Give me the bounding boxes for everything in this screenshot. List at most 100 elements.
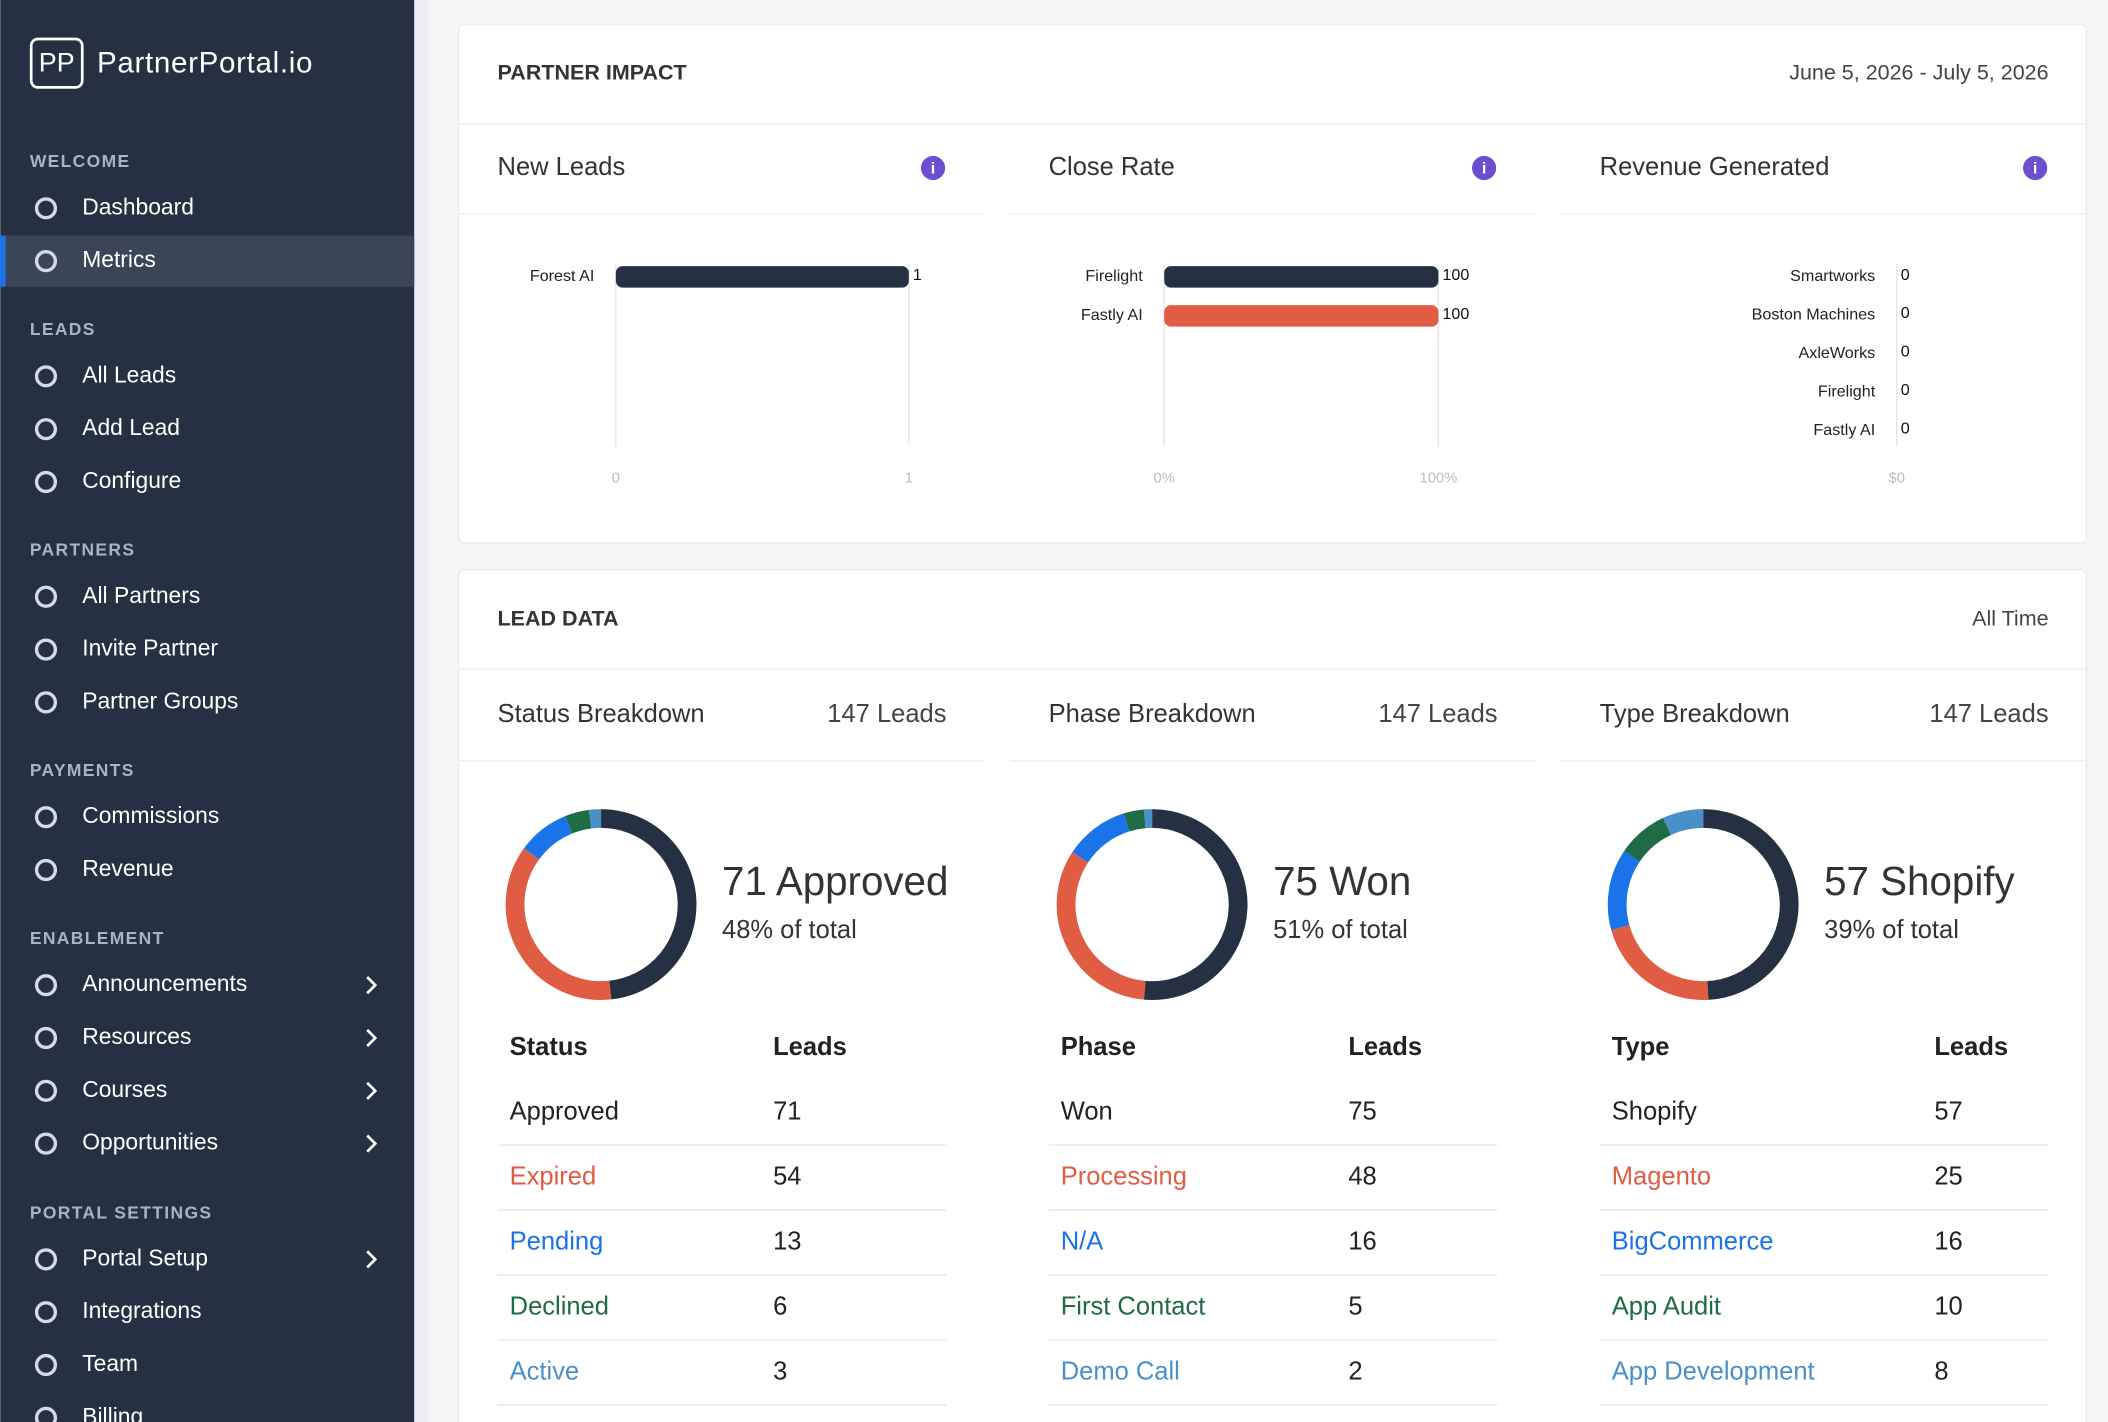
row-label[interactable]: Declined [510,1292,609,1320]
nav-icon [34,197,58,220]
nav-icon [34,806,58,829]
nav-item[interactable]: Commissions [82,802,219,828]
nav-icon [34,1353,58,1377]
nav-item[interactable]: Resources [82,1023,191,1049]
breakdown-count: 147 Leads [1929,700,2048,728]
breakdown-count: 147 Leads [1378,700,1497,728]
nav-item[interactable]: Partner Groups [82,687,238,713]
nav-item[interactable]: Add Lead [82,414,180,440]
row-label[interactable]: Shopify [1612,1098,1697,1126]
row-value: 13 [773,1227,801,1255]
active-accent [0,235,6,287]
donut-segment [523,816,573,860]
nav-icon [34,691,58,714]
row-label[interactable]: BigCommerce [1612,1227,1774,1255]
x-tick-label: 0% [1154,470,1175,486]
value-label: 0 [1901,304,1910,322]
info-icon[interactable] [920,155,946,181]
section-title: LEADS [30,319,96,339]
row-value: 25 [1934,1163,1962,1191]
nav-item[interactable]: Integrations [82,1297,201,1323]
row-value: 10 [1934,1292,1962,1320]
row-value: 5 [1348,1292,1362,1320]
row-value: 71 [773,1098,801,1126]
info-icon[interactable] [2023,155,2048,181]
headline: 75 Won [1273,858,1411,904]
info-icon-glyph: i [2033,160,2037,178]
row-value: 57 [1934,1098,1962,1126]
row-label[interactable]: Active [510,1357,579,1385]
row-label[interactable]: Approved [510,1098,619,1126]
date-range[interactable]: June 5, 2026 - July 5, 2026 [1789,61,2048,85]
donut-segment [565,809,592,834]
nav-item[interactable]: Dashboard [82,193,194,219]
value-label: 0 [1901,420,1910,438]
brand[interactable]: PartnerPortal.io [97,46,313,79]
column-header: Leads [1934,1033,2008,1061]
period[interactable]: All Time [1972,606,2048,630]
row-label[interactable]: First Contact [1061,1292,1206,1320]
donut-segment [1611,924,1709,1000]
nav-item[interactable]: All Partners [82,582,200,608]
headline: 71 Approved [722,858,948,904]
value-label: 0 [1901,381,1910,399]
row-label[interactable]: Won [1061,1098,1113,1126]
row-label[interactable]: Processing [1061,1163,1187,1191]
sidebar-shadow [414,0,428,1422]
nav-item[interactable]: Opportunities [82,1129,218,1155]
row-label[interactable]: Demo Call [1061,1357,1180,1385]
chevron [366,976,378,995]
nav-item[interactable]: Team [82,1350,138,1376]
headline: 57 Shopify [1824,858,2015,904]
nav-item[interactable]: Courses [82,1076,167,1102]
row-label[interactable]: N/A [1061,1227,1104,1255]
nav-item[interactable]: All Leads [82,361,176,387]
donut-segment [1607,850,1640,931]
row-value: 3 [773,1357,787,1385]
nav-icon [34,1026,58,1050]
nav-item[interactable]: Billing [82,1403,143,1422]
nav-item[interactable]: Configure [82,467,181,493]
logo-mark[interactable]: PP [39,48,75,78]
nav-item[interactable]: Portal Setup [82,1244,208,1270]
nav-icon [34,470,58,494]
breakdown-title: Type Breakdown [1600,700,1790,728]
logo-box[interactable] [29,37,84,89]
row-value: 48 [1348,1163,1376,1191]
donut-segment [1143,809,1248,1000]
nav-icon [34,365,58,388]
row-label[interactable]: App Development [1612,1357,1815,1385]
row-value: 54 [773,1163,801,1191]
section-title: PARTNERS [30,540,136,560]
chevron [366,1081,378,1100]
info-icon-glyph: i [931,160,935,178]
y-tick-label: Firelight [1818,382,1876,400]
row-label[interactable]: App Audit [1612,1292,1721,1320]
row-label[interactable]: Magento [1612,1163,1711,1191]
nav-item[interactable]: Invite Partner [82,635,218,661]
share: 51% of total [1273,916,1408,944]
row-value: 16 [1348,1227,1376,1255]
share: 39% of total [1824,916,1959,944]
nav-item[interactable]: Announcements [82,970,247,996]
nav-item[interactable]: Metrics [82,246,156,272]
info-icon[interactable] [1471,155,1497,181]
row-value: 2 [1348,1357,1362,1385]
value-label: 1 [913,266,922,284]
info-icon-glyph: i [1482,160,1486,178]
y-tick-label: Fastly AI [1813,421,1875,439]
chevron [366,1250,378,1269]
card-title: LEAD DATA [498,606,619,630]
bar [615,266,909,288]
row-label[interactable]: Expired [510,1163,597,1191]
column-header: Leads [1348,1033,1422,1061]
y-tick-label: Boston Machines [1752,306,1876,324]
value-label: 0 [1901,266,1910,284]
nav-item[interactable]: Revenue [82,855,173,881]
nav-icon [34,585,58,608]
card-title: PARTNER IMPACT [498,61,687,85]
row-label[interactable]: Pending [510,1227,604,1255]
lead-data-card [457,569,2087,1422]
row-value: 8 [1934,1357,1948,1385]
